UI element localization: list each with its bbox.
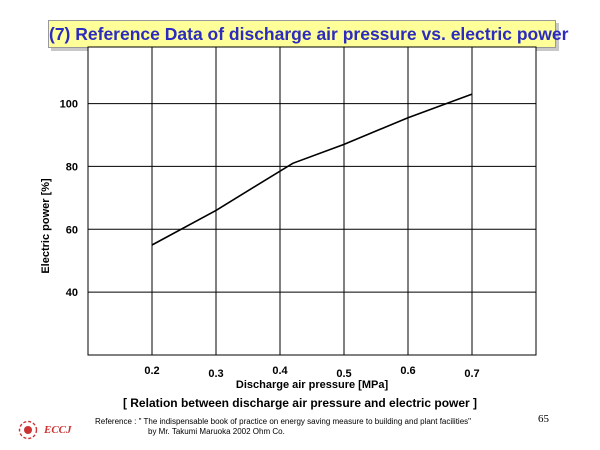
- reference-line-2: by Mr. Takumi Maruoka 2002 Ohm Co.: [148, 427, 285, 436]
- figure-caption: [ Relation between discharge air pressur…: [122, 396, 478, 410]
- slide-title: (7) Reference Data of discharge air pres…: [48, 20, 568, 48]
- y-tick-label: 100: [60, 99, 78, 111]
- y-axis-tick-labels: 40 60 80 100: [60, 99, 78, 300]
- x-tick-label: 0.4: [272, 365, 288, 377]
- x-axis-tick-labels: 0.2 0.3 0.4 0.5 0.6 0.7: [144, 365, 479, 380]
- page-number: 65: [538, 413, 549, 425]
- gridlines: [88, 47, 536, 355]
- x-tick-label: 0.6: [400, 365, 415, 377]
- y-tick-label: 40: [66, 287, 78, 299]
- logo-text: ECCJ: [44, 424, 72, 436]
- x-axis-label: Discharge air pressure [MPa]: [236, 379, 389, 391]
- y-tick-label: 80: [66, 161, 78, 173]
- y-tick-label: 60: [66, 224, 78, 236]
- y-axis-label: Electric power [%]: [40, 178, 52, 274]
- x-tick-label: 0.7: [464, 368, 479, 380]
- x-tick-label: 0.2: [144, 365, 159, 377]
- x-tick-label: 0.5: [336, 368, 351, 380]
- reference-note: Reference : " The indispensable book of …: [95, 417, 515, 437]
- eccj-logo: [18, 420, 38, 440]
- reference-line-1: Reference : " The indispensable book of …: [95, 417, 471, 426]
- sun-logo-icon: [18, 420, 38, 440]
- series-line: [151, 93, 473, 246]
- x-tick-label: 0.3: [208, 368, 223, 380]
- plot-area: [87, 46, 537, 356]
